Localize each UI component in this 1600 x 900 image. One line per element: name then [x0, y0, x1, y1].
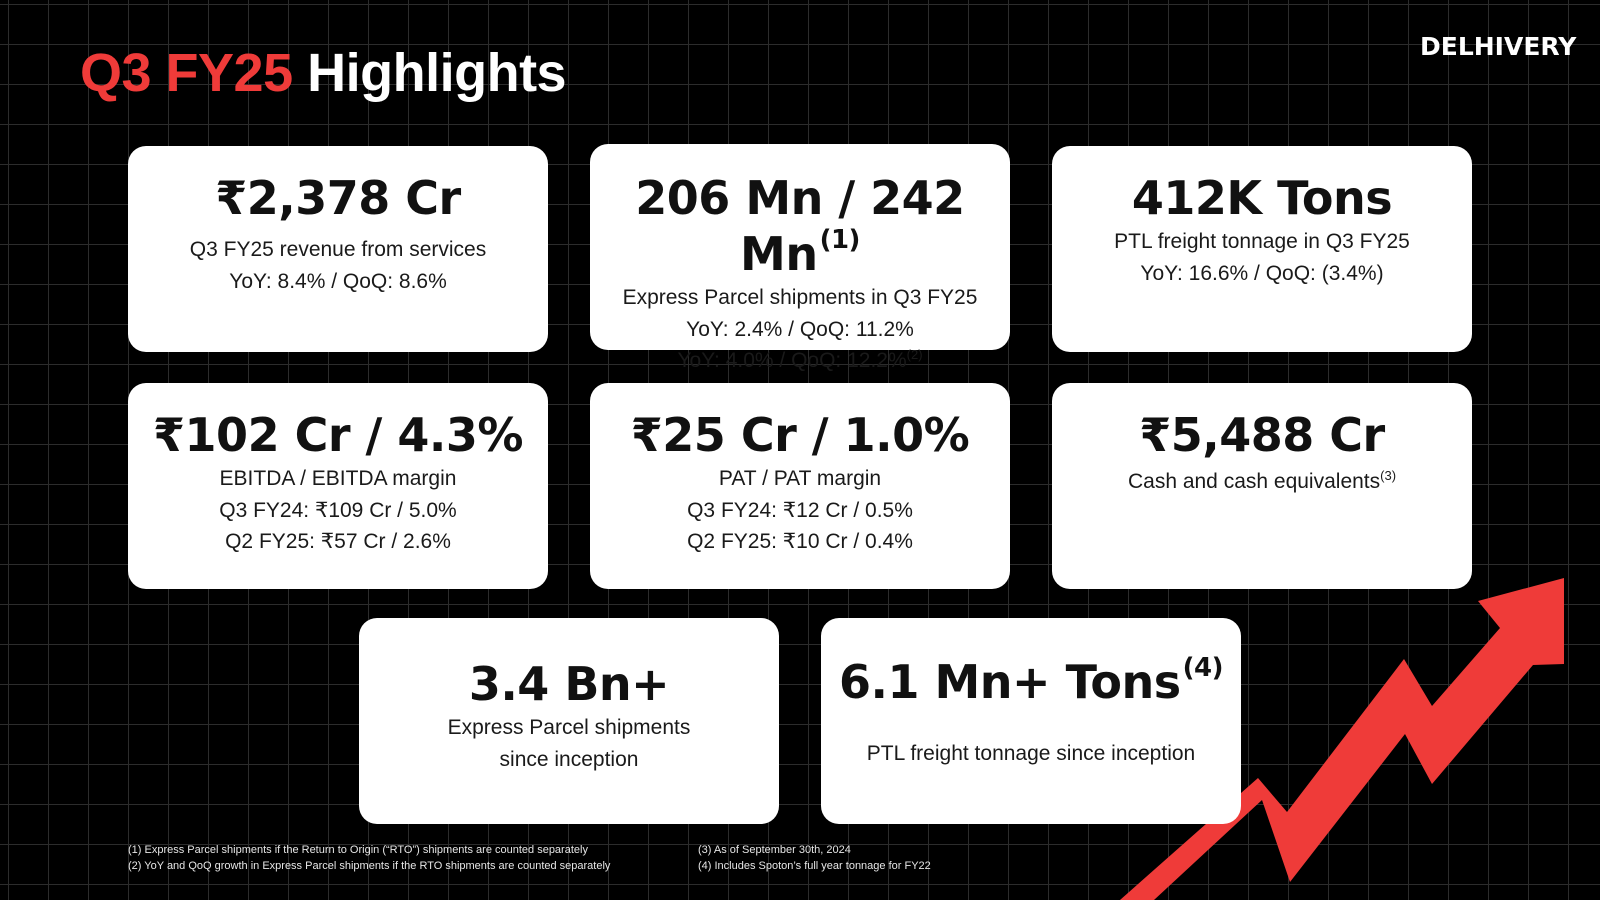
inception-shipments-label: Express Parcel shipments — [447, 716, 691, 739]
revenue-value: ₹2,378 Cr — [215, 171, 461, 225]
footnote-1: (1) Express Parcel shipments if the Retu… — [128, 844, 588, 856]
pat-q2fy25: Q2 FY25: ₹10 Cr / 0.4% — [687, 530, 913, 553]
inception-tonnage-card: 6.1 Mn+ Tons(4) PTL freight tonnage sinc… — [821, 618, 1241, 824]
shipments-value-text: 206 Mn / 242 Mn — [635, 171, 965, 281]
ptl-tonnage-label: PTL freight tonnage in Q3 FY25 — [1114, 230, 1410, 253]
footnotes-left: (1) Express Parcel shipments if the Retu… — [128, 842, 610, 874]
title-accent: Q3 FY25 — [80, 43, 293, 103]
inception-shipments-card: 3.4 Bn+ Express Parcel shipments since i… — [359, 618, 779, 824]
pat-label: PAT / PAT margin — [718, 467, 882, 490]
inception-tonnage-label: PTL freight tonnage since inception — [866, 742, 1196, 765]
footnote-ref-1: (1) — [819, 225, 861, 255]
footnotes-right: (3) As of September 30th, 2024 (4) Inclu… — [698, 842, 931, 874]
page-title: Q3 FY25 Highlights — [80, 42, 567, 104]
footnote-3: (3) As of September 30th, 2024 — [698, 844, 851, 856]
ebitda-q2fy25: Q2 FY25: ₹57 Cr / 2.6% — [225, 530, 451, 553]
revenue-growth: YoY: 8.4% / QoQ: 8.6% — [229, 269, 447, 293]
pat-card: ₹25 Cr / 1.0% PAT / PAT margin Q3 FY24: … — [590, 383, 1010, 589]
footnote-ref-2: (2) — [906, 347, 923, 362]
ptl-tonnage-card: 412K Tons PTL freight tonnage in Q3 FY25… — [1052, 146, 1472, 352]
delhivery-logo: DELHIVERY — [1420, 32, 1576, 66]
inception-tonnage-value: 6.1 Mn+ Tons(4) — [821, 654, 1241, 710]
shipments-growth-rto-text: YoY: 4.0% / QoQ: 12.2% — [677, 349, 907, 372]
pat-value: ₹25 Cr / 1.0% — [630, 408, 970, 462]
footnote-4: (4) Includes Spoton’s full year tonnage … — [698, 860, 931, 872]
shipments-growth-rto: YoY: 4.0% / QoQ: 12.2%(2) — [590, 345, 1010, 377]
ebitda-value: ₹102 Cr / 4.3% — [153, 408, 523, 462]
shipments-label: Express Parcel shipments in Q3 FY25 — [622, 286, 978, 309]
shipments-card: 206 Mn / 242 Mn(1) Express Parcel shipme… — [590, 144, 1010, 372]
inception-shipments-label-2: since inception — [499, 747, 639, 771]
ptl-tonnage-growth: YoY: 16.6% / QoQ: (3.4%) — [1140, 261, 1384, 285]
cash-label-text: Cash and cash equivalents — [1127, 470, 1381, 493]
cash-value: ₹5,488 Cr — [1139, 408, 1385, 462]
cash-card: ₹5,488 Cr Cash and cash equivalents(3) — [1052, 383, 1472, 589]
title-rest: Highlights — [307, 43, 567, 103]
cash-label: Cash and cash equivalents(3) — [1052, 466, 1472, 498]
logo-text: DELHIVERY — [1420, 32, 1577, 61]
inception-shipments-value: 3.4 Bn+ — [468, 657, 670, 711]
ebitda-label: EBITDA / EBITDA margin — [219, 467, 457, 490]
footnote-ref-3: (3) — [1380, 468, 1397, 483]
shipments-growth: YoY: 2.4% / QoQ: 11.2% — [686, 317, 914, 341]
footnote-ref-4: (4) — [1182, 653, 1224, 683]
revenue-card: ₹2,378 Cr Q3 FY25 revenue from services … — [128, 146, 548, 352]
ebitda-card: ₹102 Cr / 4.3% EBITDA / EBITDA margin Q3… — [128, 383, 548, 589]
shipments-value: 206 Mn / 242 Mn(1) — [590, 170, 1010, 282]
ptl-tonnage-value: 412K Tons — [1131, 171, 1393, 225]
ebitda-q3fy24: Q3 FY24: ₹109 Cr / 5.0% — [219, 498, 457, 522]
footnote-2: (2) YoY and QoQ growth in Express Parcel… — [128, 860, 611, 872]
pat-q3fy24: Q3 FY24: ₹12 Cr / 0.5% — [687, 498, 913, 522]
inception-tonnage-value-text: 6.1 Mn+ Tons — [839, 655, 1181, 709]
revenue-label: Q3 FY25 revenue from services — [189, 238, 487, 261]
